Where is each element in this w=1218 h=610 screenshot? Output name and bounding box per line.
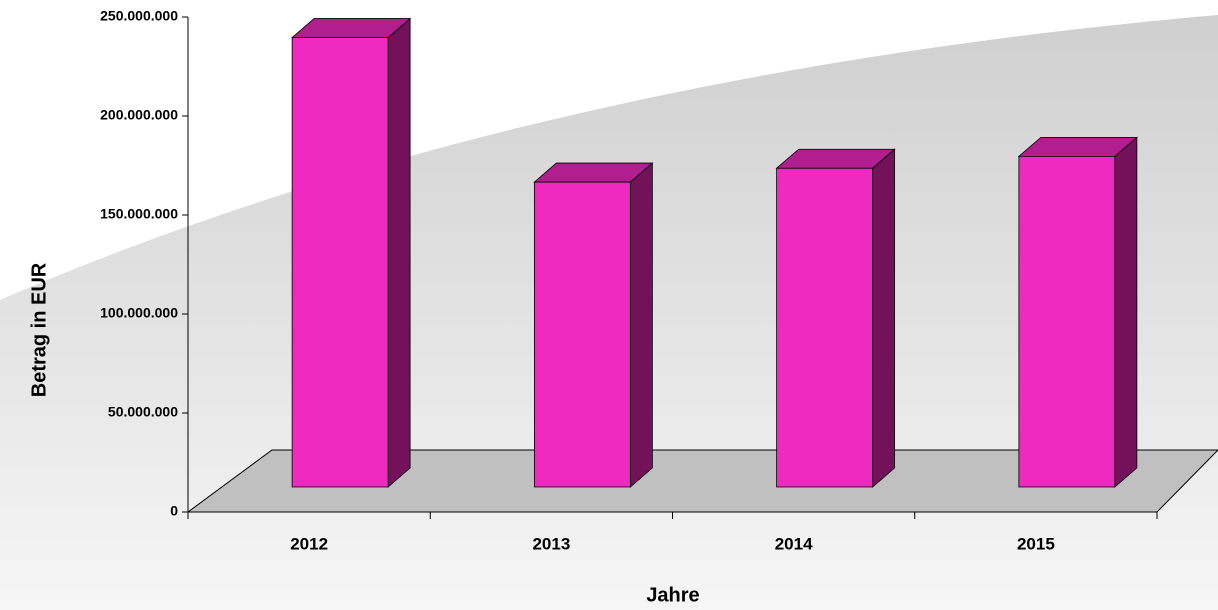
bar xyxy=(775,148,896,488)
bar-side xyxy=(872,148,896,488)
y-tick-label: 250.000.000 xyxy=(100,8,178,24)
y-tick-label: 100.000.000 xyxy=(100,305,178,321)
y-tick-label: 200.000.000 xyxy=(100,107,178,123)
bar xyxy=(291,17,412,488)
bar xyxy=(533,162,654,488)
x-tick-label: 2014 xyxy=(775,534,813,553)
y-tick-label: 50.000.000 xyxy=(108,404,178,420)
bar-front xyxy=(776,167,874,488)
bar-front xyxy=(1018,155,1116,488)
bar xyxy=(1017,136,1138,488)
x-tick-label: 2015 xyxy=(1017,534,1055,553)
bar-front xyxy=(291,37,389,488)
y-axis-label: Betrag in EUR xyxy=(28,262,50,397)
bar-side xyxy=(629,162,653,488)
bar-side xyxy=(1114,136,1138,488)
y-tick-label: 150.000.000 xyxy=(100,206,178,222)
x-tick-label: 2012 xyxy=(290,534,328,553)
bar-side xyxy=(387,17,411,488)
y-tick-label: 0 xyxy=(170,503,178,519)
x-tick-label: 2013 xyxy=(532,534,570,553)
x-axis-label: Jahre xyxy=(646,584,699,606)
bar-front xyxy=(533,181,631,488)
